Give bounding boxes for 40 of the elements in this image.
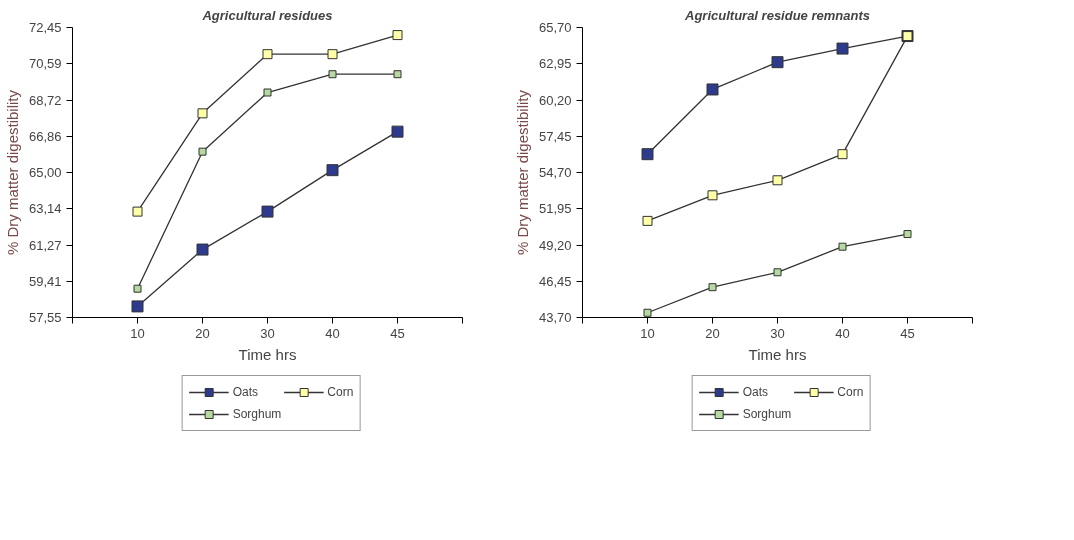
x-tick-label: 40	[325, 325, 340, 341]
x-axis-title: Time hrs	[748, 345, 807, 363]
x-axis-title: Time hrs	[238, 345, 297, 363]
legend-label: Sorghum	[232, 406, 282, 421]
y-tick-label: 66,86	[28, 128, 62, 144]
x-tick-label: 10	[640, 325, 655, 341]
y-tick-label: 57,55	[28, 310, 62, 325]
y-tick-label: 63,14	[28, 201, 62, 217]
x-tick-label: 30	[260, 325, 275, 341]
y-tick-label: 43,70	[538, 310, 572, 325]
y-tick-label: 68,72	[28, 92, 62, 108]
x-tick-label: 30	[770, 325, 785, 341]
y-tick-label: 65,70	[538, 20, 572, 35]
chart-title: Agricultural residues	[201, 7, 333, 23]
y-tick-label: 54,70	[538, 165, 572, 180]
y-tick-label: 49,20	[538, 237, 572, 253]
x-tick-label: 20	[705, 325, 720, 341]
x-tick-label: 10	[130, 325, 145, 341]
y-tick-label: 70,59	[28, 56, 62, 72]
y-axis-title: % Dry matter digestibility	[3, 89, 21, 256]
y-tick-label: 60,20	[538, 92, 572, 108]
x-tick-label: 45	[390, 325, 405, 341]
legend-label: Sorghum	[742, 406, 792, 421]
y-tick-label: 59,41	[28, 273, 62, 289]
y-tick-label: 62,95	[538, 56, 572, 72]
legend-label: Corn	[837, 384, 864, 399]
y-tick-label: 61,27	[28, 237, 62, 253]
y-tick-label: 46,45	[538, 273, 572, 289]
legend-label: Oats	[232, 384, 258, 399]
y-tick-label: 72,45	[28, 20, 62, 35]
x-tick-label: 40	[835, 325, 850, 341]
chart-title: Agricultural residue remnants	[684, 7, 870, 23]
y-tick-label: 57,45	[538, 128, 572, 144]
y-tick-label: 65,00	[28, 165, 62, 180]
x-tick-label: 20	[195, 325, 210, 341]
legend-label: Corn	[327, 384, 354, 399]
y-tick-label: 51,95	[538, 201, 572, 217]
legend-label: Oats	[742, 384, 768, 399]
y-axis-title: % Dry matter digestibility	[513, 89, 531, 256]
x-tick-label: 45	[900, 325, 915, 341]
